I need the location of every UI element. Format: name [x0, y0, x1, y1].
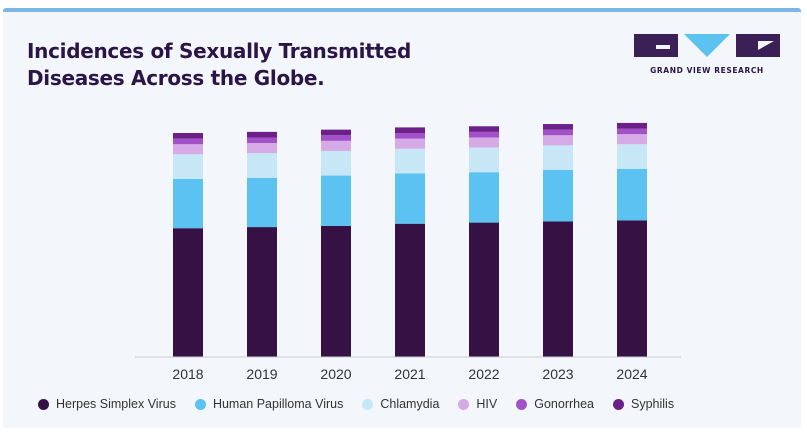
- bar-2022-hiv: [469, 137, 499, 148]
- legend-item: Human Papilloma Virus: [194, 397, 344, 411]
- legend-label: Herpes Simplex Virus: [56, 397, 176, 411]
- bar-2020-syphilis: [321, 129, 351, 136]
- legend-item: Gonorrhea: [516, 397, 594, 411]
- bar-2022-herpes-simplex-virus: [469, 222, 499, 357]
- x-tick-label: 2024: [616, 366, 647, 382]
- legend-swatch: [362, 398, 374, 410]
- stacked-bar-chart: 2018 2019 2020 2021 2022 2023 2024: [135, 122, 681, 382]
- x-tick-label: 2018: [172, 366, 203, 382]
- bar-2024-chlamydia: [617, 144, 647, 169]
- logo-block-r-notch: [758, 41, 774, 50]
- bar-2024-herpes-simplex-virus: [617, 220, 647, 357]
- bar-2021-herpes-simplex-virus: [395, 223, 425, 357]
- bar-2019-herpes-simplex-virus: [247, 227, 277, 357]
- legend: Herpes Simplex Virus Human Papilloma Viru…: [38, 395, 693, 413]
- bar-2018-syphilis: [173, 133, 203, 139]
- bar-2023-chlamydia: [543, 145, 573, 170]
- legend-label: HIV: [476, 397, 498, 411]
- x-tick-label: 2021: [394, 366, 425, 382]
- bar-2018-chlamydia: [173, 154, 203, 179]
- x-tick-label: 2023: [542, 366, 573, 382]
- legend-label: Chlamydia: [380, 397, 440, 411]
- bar-2024-syphilis: [617, 122, 647, 129]
- chart-title-line-2: Diseases Across the Globe.: [27, 66, 325, 90]
- legend-item: Chlamydia: [362, 397, 439, 411]
- legend-item: HIV: [458, 397, 497, 411]
- brand-name: GRAND VIEW RESEARCH: [650, 66, 764, 75]
- legend-swatch: [194, 398, 206, 410]
- legend-swatch: [613, 398, 625, 410]
- bar-2019-chlamydia: [247, 153, 277, 178]
- logo-block-v: [684, 34, 730, 57]
- x-tick-label: 2022: [468, 366, 499, 382]
- bar-2018-herpes-simplex-virus: [173, 228, 203, 357]
- bars-layer: [173, 122, 647, 357]
- bar-2024-human-papilloma-virus: [617, 168, 647, 221]
- bar-2022-syphilis: [469, 126, 499, 132]
- bar-2021-chlamydia: [395, 148, 425, 174]
- bar-2018-hiv: [173, 144, 203, 155]
- bar-2019-syphilis: [247, 131, 277, 138]
- bar-2022-gonorrhea: [469, 131, 499, 138]
- x-tick-label: 2019: [246, 366, 277, 382]
- bar-2020-chlamydia: [321, 150, 351, 176]
- bar-2024-gonorrhea: [617, 128, 647, 135]
- bar-2018-human-papilloma-virus: [173, 178, 203, 229]
- bar-2022-chlamydia: [469, 147, 499, 173]
- bar-2021-syphilis: [395, 127, 425, 133]
- grand-view-research-logo: [634, 34, 780, 57]
- bar-2018-gonorrhea: [173, 138, 203, 145]
- chart-title-line-1: Incidences of Sexually Transmitted: [27, 39, 411, 63]
- legend-swatch: [38, 398, 49, 410]
- tick-labels-layer: 2018 2019 2020 2021 2022 2023 2024: [172, 366, 647, 382]
- bar-2023-syphilis: [543, 124, 573, 130]
- legend-swatch: [516, 398, 528, 410]
- chart-title: Incidences of Sexually Transmitted Disea…: [27, 38, 497, 92]
- x-tick-label: 2020: [320, 366, 351, 382]
- bar-2024-hiv: [617, 134, 647, 145]
- bar-2019-human-papilloma-virus: [247, 177, 277, 228]
- bar-2019-hiv: [247, 143, 277, 154]
- legend-label: Human Papilloma Virus: [212, 397, 344, 411]
- bar-2020-hiv: [321, 140, 351, 151]
- legend-item: Herpes Simplex Virus: [38, 397, 176, 411]
- logo-block-g-notch: [656, 45, 670, 49]
- bar-2020-human-papilloma-virus: [321, 175, 351, 226]
- bar-2021-gonorrhea: [395, 133, 425, 139]
- bar-2023-herpes-simplex-virus: [543, 221, 573, 357]
- bar-2020-gonorrhea: [321, 135, 351, 141]
- bar-2020-herpes-simplex-virus: [321, 225, 351, 357]
- legend-swatch: [458, 398, 470, 410]
- bar-2019-gonorrhea: [247, 137, 277, 144]
- legend-label: Gonorrhea: [534, 397, 595, 411]
- bar-2021-hiv: [395, 138, 425, 149]
- bar-2023-gonorrhea: [543, 129, 573, 136]
- bar-2021-human-papilloma-virus: [395, 173, 425, 224]
- bar-2023-human-papilloma-virus: [543, 169, 573, 222]
- bar-2023-hiv: [543, 135, 573, 146]
- legend-label: Syphilis: [631, 397, 675, 411]
- legend-item: Syphilis: [613, 397, 674, 411]
- bar-2022-human-papilloma-virus: [469, 172, 499, 223]
